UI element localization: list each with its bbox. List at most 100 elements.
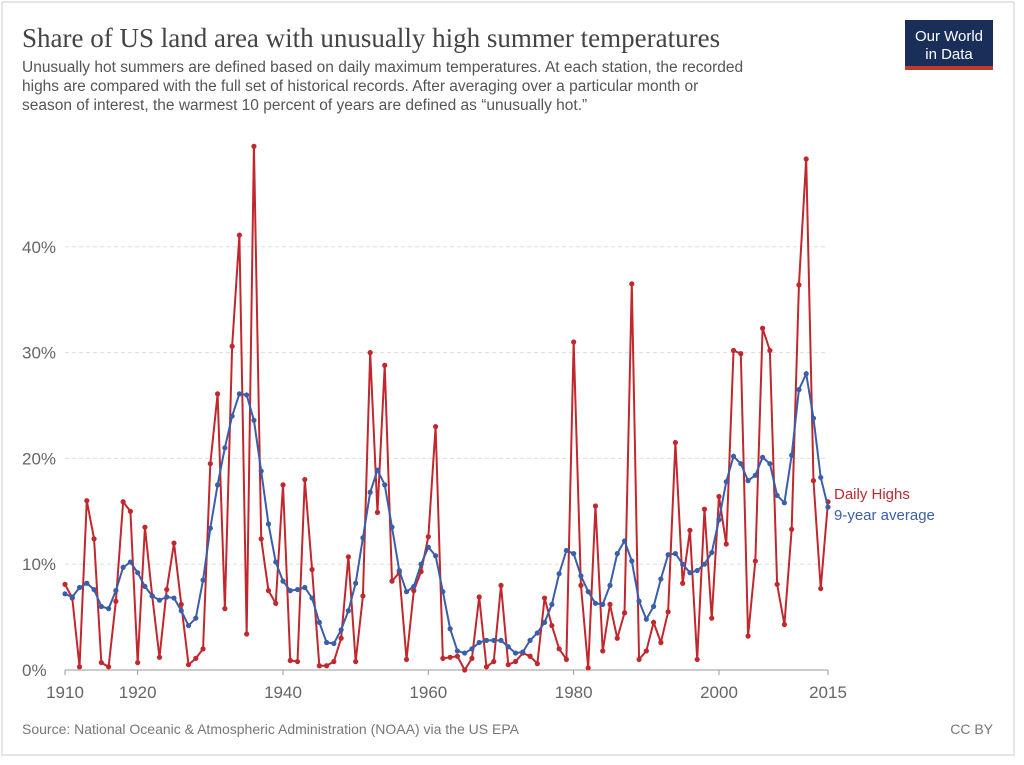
- y-tick-label: 40%: [22, 238, 56, 257]
- point: [360, 535, 366, 541]
- point: [789, 452, 795, 458]
- point: [113, 588, 119, 594]
- point: [396, 567, 402, 574]
- point: [294, 658, 301, 665]
- point: [135, 570, 141, 576]
- point: [433, 553, 439, 559]
- x-tick-label: 2015: [809, 683, 847, 702]
- point: [156, 597, 163, 603]
- x-tick-label: 1960: [409, 683, 447, 702]
- point: [454, 648, 460, 654]
- point: [454, 653, 460, 659]
- point: [730, 347, 737, 354]
- point: [411, 588, 417, 594]
- point: [127, 508, 133, 514]
- point: [621, 610, 628, 616]
- x-tick-label: 1940: [264, 683, 302, 702]
- point: [803, 156, 809, 162]
- point: [425, 544, 431, 550]
- series-line: [64, 146, 829, 673]
- point: [665, 552, 671, 558]
- point: [193, 655, 199, 661]
- point: [643, 648, 649, 654]
- point: [483, 637, 490, 643]
- point: [142, 524, 148, 530]
- chart-title: Share of US land area with unusually hig…: [22, 23, 720, 53]
- x-tick-label: 1980: [555, 683, 593, 702]
- point: [229, 343, 235, 349]
- point: [607, 601, 613, 608]
- point: [556, 571, 562, 577]
- y-tick-label: 20%: [22, 449, 56, 468]
- frame: [1, 1, 1015, 756]
- point: [658, 576, 664, 582]
- logo-text: Our World: [915, 28, 983, 45]
- point: [106, 664, 112, 670]
- point: [716, 517, 722, 523]
- x-tick-label: 1920: [119, 683, 157, 702]
- point: [738, 461, 744, 467]
- point: [433, 424, 439, 430]
- point: [440, 589, 446, 595]
- point: [251, 143, 257, 149]
- point: [164, 586, 170, 593]
- point: [534, 661, 540, 667]
- point: [367, 489, 373, 495]
- point: [287, 588, 293, 594]
- point: [200, 646, 206, 652]
- point: [280, 482, 286, 488]
- point: [796, 282, 802, 288]
- point: [491, 658, 497, 665]
- logo: Our World in Data: [905, 20, 993, 70]
- point: [701, 561, 708, 567]
- point: [810, 415, 817, 421]
- point: [353, 580, 359, 586]
- point: [636, 598, 642, 604]
- point: [483, 664, 490, 670]
- point: [614, 551, 620, 557]
- point: [578, 582, 584, 588]
- point: [244, 631, 250, 637]
- point: [185, 662, 192, 668]
- point: [781, 500, 788, 506]
- point: [781, 621, 788, 628]
- point: [418, 561, 424, 567]
- point: [280, 578, 286, 584]
- point: [694, 567, 700, 574]
- point: [665, 609, 671, 615]
- point: [222, 445, 228, 451]
- point: [658, 639, 664, 646]
- point: [113, 598, 119, 604]
- point: [207, 525, 213, 531]
- point: [185, 622, 192, 629]
- point: [701, 506, 708, 512]
- point: [505, 662, 511, 668]
- point: [592, 600, 599, 606]
- point: [200, 577, 206, 583]
- point: [600, 648, 606, 654]
- x-tick-label: 2000: [700, 683, 738, 702]
- point: [440, 655, 446, 661]
- point: [825, 504, 831, 510]
- point: [389, 524, 395, 530]
- point: [149, 593, 155, 599]
- point: [287, 657, 293, 664]
- point: [542, 595, 548, 601]
- y-tick-label: 30%: [22, 344, 56, 363]
- point: [62, 581, 68, 587]
- point: [374, 467, 381, 473]
- point: [498, 637, 504, 643]
- point: [215, 391, 221, 397]
- point: [621, 538, 628, 544]
- point: [738, 351, 744, 357]
- point: [760, 325, 766, 331]
- point: [236, 391, 242, 397]
- point: [556, 646, 562, 652]
- point: [294, 586, 301, 593]
- point: [302, 584, 308, 591]
- point: [709, 549, 715, 556]
- point: [98, 603, 104, 610]
- point: [796, 387, 802, 393]
- point: [236, 232, 242, 238]
- series-line: [64, 370, 829, 655]
